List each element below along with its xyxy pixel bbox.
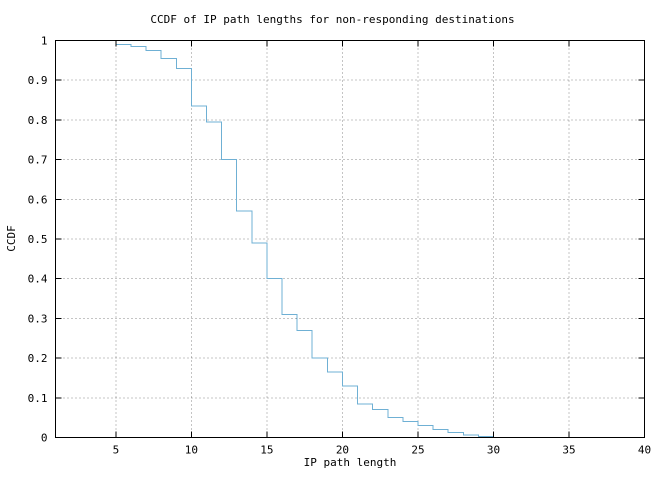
y-tick-label: 0.4 [28,273,48,286]
y-tick-label: 0.5 [28,233,48,246]
x-tick-label: 35 [562,444,575,457]
x-tick-label: 40 [638,444,651,457]
y-tick-label: 0.7 [28,154,48,167]
y-tick-label: 0 [41,432,48,445]
x-tick-label: 5 [113,444,120,457]
y-tick-label: 0.9 [28,74,48,87]
y-tick-label: 1 [41,35,48,48]
x-tick-label: 10 [185,444,198,457]
y-tick-label: 0.8 [28,114,48,127]
x-tick-label: 20 [336,444,349,457]
x-tick-label: 30 [487,444,500,457]
y-tick-label: 0.2 [28,352,48,365]
x-tick-label: 25 [411,444,424,457]
y-tick-label: 0.6 [28,193,48,206]
y-tick-label: 0.3 [28,312,48,325]
x-tick-label: 15 [260,444,273,457]
ccdf-step-line [115,43,494,438]
y-tick-label: 0.1 [28,392,48,405]
x-axis-label: IP path length [303,456,397,469]
chart-title: CCDF of IP path lengths for non-respondi… [150,13,515,26]
